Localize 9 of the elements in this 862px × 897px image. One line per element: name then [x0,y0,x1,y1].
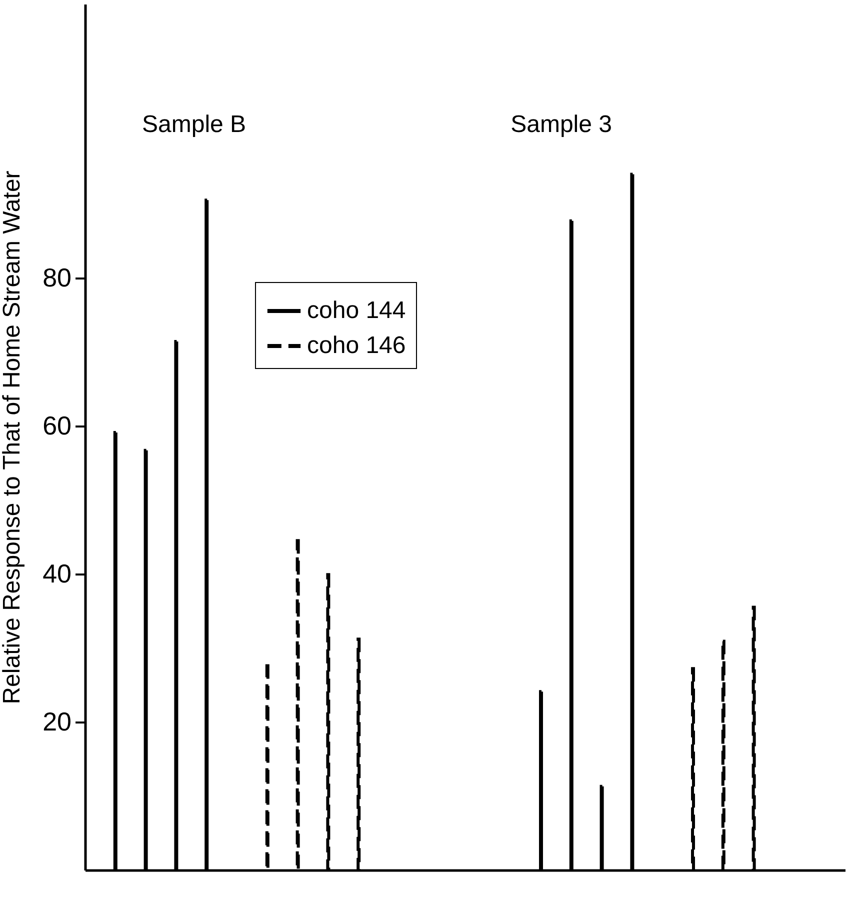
annotation: Sample B [142,111,246,138]
y-tick-label: 20 [42,706,72,736]
y-tick-label: 80 [42,262,72,292]
y-tick-label: 40 [42,558,72,588]
y-tick-label: 60 [42,410,72,440]
legend-label: coho 146 [307,332,406,359]
annotation: Sample 3 [510,111,612,138]
legend-label: coho 144 [307,297,406,324]
y-axis-title: Relative Response to That of Home Stream Water [0,170,26,704]
